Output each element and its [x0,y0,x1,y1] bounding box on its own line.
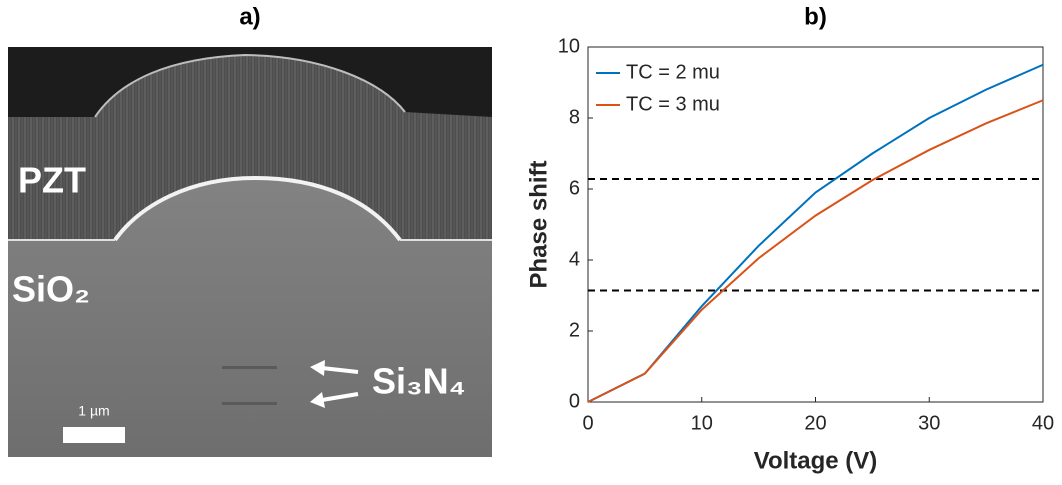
y-tick-label: 8 [569,106,580,128]
y-tick-label: 2 [569,319,580,341]
series-line [587,99,1044,403]
scale-bar-label: 1 µm [78,403,109,419]
layer-label: PZT [18,160,86,201]
series-line [587,63,1044,403]
y-tick-label: 4 [569,248,580,270]
layer-label: SiO₂ [12,269,90,310]
x-tick-label: 20 [804,412,826,434]
x-tick-label: 40 [1032,412,1054,434]
legend-label: TC = 2 mu [626,61,720,83]
y-tick-label: 10 [558,35,580,57]
sem-image [8,47,492,457]
layer-label: Si₃N₄ [372,361,466,402]
x-tick-label: 10 [691,412,713,434]
y-tick-label: 0 [569,390,580,412]
x-tick-label: 0 [582,412,593,434]
x-tick-label: 30 [918,412,940,434]
legend-label: TC = 3 mu [626,93,720,115]
panel-title: a) [239,3,260,30]
chart-title: b) [804,3,827,30]
x-axis-label: Voltage (V) [754,447,878,474]
y-axis-label: Phase shift [525,160,552,288]
y-tick-label: 6 [569,177,580,199]
